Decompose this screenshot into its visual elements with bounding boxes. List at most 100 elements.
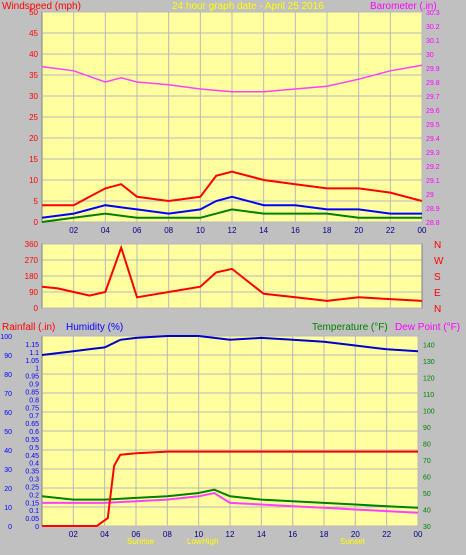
- direction-chart: 0 N 90 E 180 S 270 W 360 N: [25, 240, 444, 315]
- humidity-tick-label: 30: [4, 467, 12, 474]
- compass-label: W: [434, 256, 444, 267]
- barometer-tick-label: 29.9: [426, 66, 440, 73]
- low-x-tick-label: 16: [288, 530, 297, 539]
- rainfall-tick-label: 1: [35, 366, 39, 373]
- low-x-tick-label: 22: [382, 530, 391, 539]
- barometer-tick-label: 29.6: [426, 108, 440, 115]
- barometer-tick-label: 29.5: [426, 122, 440, 129]
- barometer-tick-label: 28.8: [426, 220, 440, 227]
- low-x-tick-label: 08: [163, 530, 172, 539]
- series-rainfall: [42, 450, 418, 527]
- rainfall-tick-label: 1.05: [25, 358, 39, 365]
- barometer-tick-label: 29.8: [426, 80, 440, 87]
- rainfall-tick-label: 0.2: [29, 492, 39, 499]
- barometer-tick-label: 28.9: [426, 206, 440, 213]
- top-x-tick-label: 04: [101, 226, 110, 235]
- top-x-tick-label: 02: [69, 226, 78, 235]
- low-x-tick-label: 06: [132, 530, 141, 539]
- low-label: Low: [187, 537, 202, 546]
- barometer-tick-label: 30: [426, 52, 434, 59]
- windspeed-tick-label: 40: [29, 50, 38, 59]
- barometer-tick-label: 29.2: [426, 164, 440, 171]
- rainfall-tick-label: 1.15: [25, 342, 39, 349]
- series-humidity: [41, 335, 419, 356]
- humidity-tick-label: 50: [4, 429, 12, 436]
- barometer-tick-label: 29.4: [426, 136, 440, 143]
- windspeed-tick-label: 50: [29, 8, 38, 17]
- top-x-tick-label: 20: [354, 226, 363, 235]
- rainfall-tick-label: 0.65: [25, 421, 39, 428]
- top-x-tick-label: 10: [196, 226, 205, 235]
- barometer-tick-label: 30.2: [426, 24, 440, 31]
- rainfall-tick-label: 0: [35, 524, 39, 531]
- rainfall-tick-label: 1.1: [29, 350, 39, 357]
- rainfall-tick-label: 0.95: [25, 374, 39, 381]
- direction-tick-label: 360: [25, 240, 39, 249]
- series-direction: [41, 244, 423, 302]
- barometer-tick-label: 29.1: [426, 178, 440, 185]
- temperature-tick-label: 30: [423, 524, 431, 531]
- windspeed-tick-label: 5: [34, 197, 39, 206]
- rainfall-tick-label: 0.1: [29, 508, 39, 515]
- rainfall-tick-label: 0.9: [29, 382, 39, 389]
- barometer-tick-label: 30.3: [426, 10, 440, 17]
- rainfall-tick-label: 0.55: [25, 437, 39, 444]
- temperature-tick-label: 110: [423, 392, 434, 399]
- rainfall-tick-label: 0.7: [29, 413, 39, 420]
- rainfall-tick-label: 0.85: [25, 389, 39, 396]
- rainfall-tick-label: 0.6: [29, 429, 39, 436]
- windspeed-tick-label: 15: [29, 155, 38, 164]
- compass-label: E: [434, 288, 441, 299]
- top-chart: 02 04 06 08 10 12 14 16 18 20 22 000510152025303540…: [29, 8, 440, 235]
- temperature-tick-label: 130: [423, 359, 435, 366]
- graph-title: 24 hour graph date - April 25 2016: [172, 1, 324, 12]
- rainfall-tick-label: 0.3: [29, 477, 39, 484]
- humidity-tick-label: 0: [8, 524, 12, 531]
- humidity-label: Humidity (%): [66, 322, 123, 333]
- top-x-tick-label: 00: [418, 226, 427, 235]
- top-x-tick-label: 22: [386, 226, 395, 235]
- windspeed-tick-label: 0: [34, 218, 39, 227]
- sunrise-label: Sunrise: [127, 537, 155, 546]
- temperature-label: Temperature (°F): [312, 322, 388, 333]
- series-wind-gust: [42, 170, 423, 207]
- compass-label: N: [434, 304, 441, 315]
- barometer-tick-label: 29.7: [426, 94, 440, 101]
- rainfall-tick-label: 0.05: [25, 516, 39, 523]
- temperature-tick-label: 80: [423, 441, 431, 448]
- series-barometer: [41, 64, 423, 93]
- humidity-tick-label: 10: [4, 505, 12, 512]
- top-x-tick-label: 12: [228, 226, 237, 235]
- top-x-tick-label: 08: [164, 226, 173, 235]
- low-x-tick-label: 00: [414, 530, 423, 539]
- top-x-tick-label: 18: [323, 226, 332, 235]
- temperature-tick-label: 140: [423, 342, 435, 349]
- direction-tick-label: 270: [25, 256, 39, 265]
- sunset-label: Sunset: [340, 537, 366, 546]
- temperature-tick-label: 90: [423, 425, 431, 432]
- barometer-tick-label: 29.3: [426, 150, 440, 157]
- compass-label: N: [434, 240, 441, 251]
- humidity-tick-label: 20: [4, 486, 12, 493]
- dewpoint-label: Dew Point (°F): [395, 322, 460, 333]
- top-x-tick-label: 06: [133, 226, 142, 235]
- windspeed-tick-label: 25: [29, 113, 38, 122]
- top-x-tick-label: 14: [259, 226, 268, 235]
- temperature-tick-label: 100: [423, 408, 435, 415]
- temperature-tick-label: 40: [423, 507, 431, 514]
- rainfall-tick-label: 0.75: [25, 405, 39, 412]
- low-x-tick-label: 12: [226, 530, 235, 539]
- low-x-tick-label: 18: [320, 530, 329, 539]
- windspeed-tick-label: 30: [29, 92, 38, 101]
- temperature-tick-label: 120: [423, 375, 435, 382]
- rainfall-tick-label: 0.35: [25, 469, 39, 476]
- top-x-tick-label: 16: [291, 226, 300, 235]
- high-label: High: [202, 537, 218, 546]
- rainfall-tick-label: 0.8: [29, 397, 39, 404]
- series-wind-avg: [41, 195, 422, 219]
- low-x-tick-label: 10: [194, 530, 203, 539]
- humidity-tick-label: 80: [4, 372, 12, 379]
- humidity-tick-label: 100: [0, 334, 12, 341]
